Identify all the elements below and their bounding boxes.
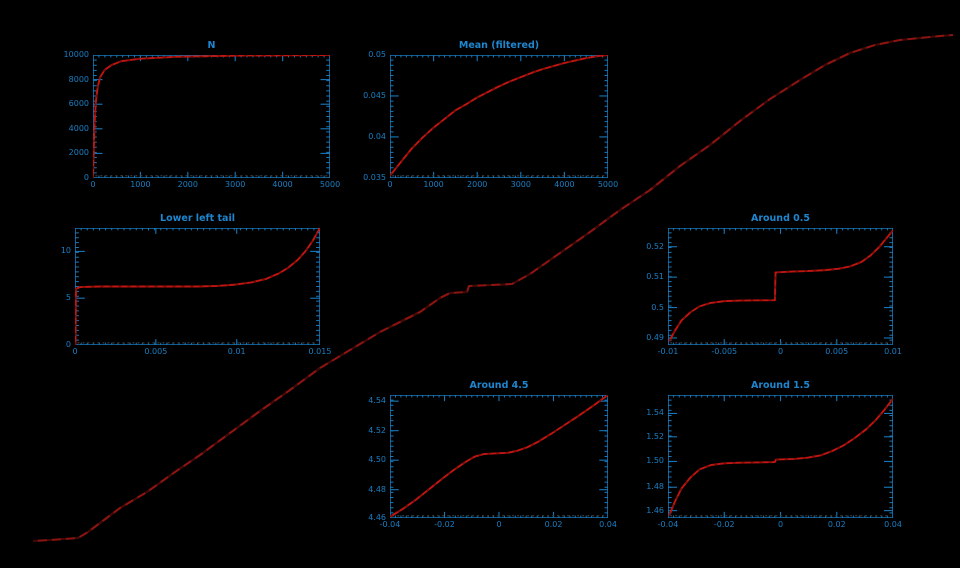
plot-svg (93, 55, 330, 178)
x-tick-label: -0.04 (379, 520, 401, 529)
y-tick-label: 0.51 (646, 272, 664, 282)
inset-panel-lower-tail: Lower left tail 10 5 0 0 0.005 0.01 0.015 (61, 213, 332, 356)
panel-title: Around 0.5 (750, 212, 811, 224)
panel-title: Lower left tail (160, 212, 235, 224)
plot-svg (390, 395, 608, 518)
x-tick-label: 4000 (272, 180, 293, 189)
panel-title: N (207, 39, 216, 51)
x-tick-label: 4000 (554, 180, 575, 189)
panel-title: Around 1.5 (750, 379, 811, 391)
x-tick-label: 2000 (177, 180, 198, 189)
x-tick-label: 0.015 (308, 347, 332, 356)
x-axis-labels: 0 1000 2000 3000 4000 5000 (387, 178, 618, 190)
y-tick-label: 2000 (68, 148, 89, 158)
inset-panel-around-15: Around 1.5 1.54 1.52 1.50 1.48 1.46 -0.04 -0.… (646, 380, 902, 529)
inset-panel-around-45: Around 4.5 4.54 4.52 4.50 4.48 4.46 -0.04 -0.… (368, 380, 617, 529)
x-tick-label: 5000 (597, 180, 619, 189)
y-tick-label: 1.46 (646, 505, 664, 515)
x-tick-label: 0 (496, 520, 502, 529)
x-tick-label: 3000 (225, 180, 246, 189)
x-axis-labels: 0 0.005 0.01 0.015 (72, 345, 331, 357)
y-tick-label: 0.045 (363, 90, 386, 100)
x-axis-labels: -0.01 -0.005 0 0.005 0.01 (658, 345, 902, 357)
y-tick-label: 0.04 (368, 131, 386, 141)
plot-svg (390, 55, 608, 178)
x-axis-labels: 0 1000 2000 3000 4000 5000 (90, 178, 340, 190)
y-axis-labels: 10 5 0 (35, 228, 75, 349)
y-tick-label: 4.52 (368, 425, 386, 435)
x-tick-label: 0.04 (884, 520, 902, 529)
x-tick-label: 0 (387, 180, 393, 189)
x-tick-label: -0.02 (434, 520, 455, 529)
x-axis-labels: -0.04 -0.02 0 0.02 0.04 (658, 518, 902, 530)
x-tick-label: 2000 (467, 180, 488, 189)
plot-area: 4.54 4.52 4.50 4.48 4.46 -0.04 -0.02 0 0.02 0.04 (368, 395, 617, 529)
x-axis-labels: -0.04 -0.02 0 0.02 0.04 (380, 518, 617, 530)
y-tick-label: 5 (65, 293, 71, 303)
x-tick-label: -0.04 (657, 520, 679, 529)
x-tick-label: 5000 (319, 180, 341, 189)
inset-panel-around-05: Around 0.5 0.52 0.51 0.5 0.49 -0.01 -0.005 0 0… (646, 213, 902, 356)
x-tick-label: 0.04 (599, 520, 617, 529)
x-tick-label: 0.01 (884, 347, 902, 356)
panel-title: Mean (filtered) (458, 39, 540, 51)
x-tick-label: 0.005 (144, 347, 168, 356)
y-tick-label: 0.05 (368, 50, 386, 59)
y-tick-label: 4000 (68, 123, 89, 133)
y-tick-label: 4.46 (368, 513, 386, 522)
y-tick-label: 0.49 (646, 332, 664, 342)
inset-panel-n: N 10000 8000 6000 4000 2000 0 0 1000 2000 3000 40… (64, 40, 341, 189)
y-axis-labels: 4.54 4.52 4.50 4.48 4.46 (350, 395, 390, 522)
x-tick-label: -0.01 (657, 347, 679, 356)
x-tick-label: 1000 (423, 180, 444, 189)
y-tick-label: 1.48 (646, 482, 664, 492)
y-tick-label: 1.54 (646, 408, 664, 418)
plot-area: 10 5 0 0 0.005 0.01 0.015 (61, 228, 331, 356)
x-tick-label: -0.02 (713, 520, 735, 529)
plot-area: 1.54 1.52 1.50 1.48 1.46 -0.04 -0.02 0 0.02 0.04 (646, 395, 902, 529)
x-tick-label: -0.005 (711, 347, 738, 356)
y-tick-label: 0 (65, 340, 71, 349)
x-tick-label: 0 (72, 347, 78, 356)
y-tick-label: 6000 (68, 99, 89, 109)
y-tick-label: 8000 (68, 74, 89, 84)
plot-area: 0.05 0.045 0.04 0.035 0 1000 2000 3000 4000 5000 (363, 51, 618, 189)
y-tick-label: 0.5 (651, 302, 664, 312)
x-tick-label: 0 (777, 520, 784, 529)
x-tick-label: 0 (90, 180, 96, 189)
y-tick-label: 10 (60, 246, 71, 256)
y-tick-label: 0 (83, 173, 89, 182)
plot-area: 0.52 0.51 0.5 0.49 -0.01 -0.005 0 0.005 0.01 (646, 228, 902, 356)
y-axis-labels: 1.54 1.52 1.50 1.48 1.46 (628, 395, 668, 518)
x-tick-label: 1000 (130, 180, 151, 189)
x-tick-label: 3000 (510, 180, 531, 189)
y-tick-label: 4.48 (368, 484, 386, 494)
x-tick-label: 0.02 (827, 520, 846, 529)
y-axis-labels: 0.52 0.51 0.5 0.49 (628, 228, 668, 345)
panel-title: Around 4.5 (469, 379, 529, 391)
x-tick-label: 0.005 (825, 347, 849, 356)
y-axis-labels: 10000 8000 6000 4000 2000 0 (53, 51, 93, 182)
x-tick-label: 0.01 (227, 347, 246, 356)
inset-panel-mean: Mean (filtered) 0.05 0.045 0.04 0.035 0 1000… (363, 40, 618, 189)
y-axis-labels: 0.05 0.045 0.04 0.035 (350, 51, 390, 182)
y-tick-label: 4.54 (368, 396, 386, 406)
plot-svg (668, 228, 893, 345)
y-tick-label: 10000 (63, 50, 89, 59)
plot-svg (668, 395, 893, 518)
x-tick-label: 0 (777, 347, 784, 356)
plot-svg (75, 228, 320, 345)
y-tick-label: 4.50 (368, 455, 386, 465)
y-tick-label: 1.50 (646, 456, 664, 466)
plot-area: 10000 8000 6000 4000 2000 0 0 1000 2000 3000 4000… (64, 51, 341, 189)
y-tick-label: 1.52 (646, 431, 664, 441)
y-tick-label: 0.035 (363, 173, 386, 182)
y-tick-label: 0.52 (646, 241, 664, 251)
x-tick-label: 0.02 (544, 520, 563, 529)
